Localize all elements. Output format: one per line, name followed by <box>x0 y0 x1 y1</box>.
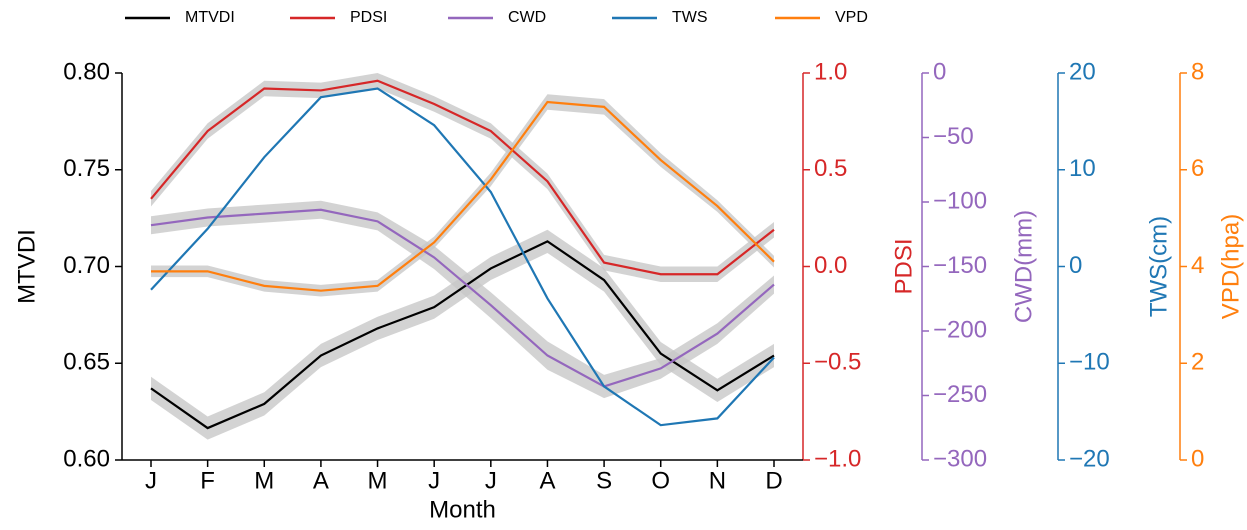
series-line <box>151 100 775 292</box>
x-tick-label: M <box>254 467 274 494</box>
x-tick-label: J <box>485 467 497 494</box>
y-tick-label: 0 <box>1069 252 1082 279</box>
y-tick-label: 4 <box>1191 252 1204 279</box>
x-tick-label: A <box>539 467 555 494</box>
y-axis-title: VPD(hpa) <box>1217 214 1244 319</box>
y-tick-label: −150 <box>933 252 987 279</box>
y-axis-title: TWS(cm) <box>1145 216 1172 317</box>
y-tick-label: 6 <box>1191 155 1204 182</box>
series-line <box>150 208 775 388</box>
x-tick-label: J <box>145 467 157 494</box>
legend-label: VPD <box>835 9 868 26</box>
legend-label: TWS <box>672 9 708 26</box>
x-tick-label: D <box>765 467 782 494</box>
error-band <box>151 73 774 282</box>
y-tick-label: 2 <box>1191 349 1204 376</box>
y-tick-label: −20 <box>1069 445 1110 472</box>
y-tick-label: 0.75 <box>63 155 110 182</box>
legend-label: PDSI <box>350 9 387 26</box>
x-tick-label: A <box>313 467 329 494</box>
y-tick-label: −100 <box>933 187 987 214</box>
y-tick-label: 10 <box>1069 155 1096 182</box>
x-tick-label: N <box>709 467 726 494</box>
y-axis-title: PDSI <box>890 238 917 294</box>
x-tick-label: S <box>596 467 612 494</box>
y-tick-label: 20 <box>1069 58 1096 85</box>
y-tick-label: 0.60 <box>63 445 110 472</box>
y-tick-label: 0 <box>933 58 946 85</box>
x-tick-label: M <box>368 467 388 494</box>
error-band <box>151 94 774 297</box>
y-axis-title: CWD(mm) <box>1010 210 1037 323</box>
legend-label: MTVDI <box>185 9 235 26</box>
legend-label: CWD <box>508 9 546 26</box>
y-tick-label: 0.0 <box>814 252 847 279</box>
y-tick-label: 1.0 <box>814 58 847 85</box>
y-tick-label: −250 <box>933 381 987 408</box>
y-tick-label: −300 <box>933 445 987 472</box>
y-tick-label: 0.70 <box>63 252 110 279</box>
y-axis-title: MTVDI <box>13 229 40 304</box>
series-line <box>150 240 775 430</box>
y-tick-label: 0.5 <box>814 155 847 182</box>
x-axis-title: Month <box>429 496 496 523</box>
x-tick-label: J <box>428 467 440 494</box>
series-line <box>150 79 775 276</box>
y-tick-label: 0 <box>1191 445 1204 472</box>
y-tick-label: 0.80 <box>63 58 110 85</box>
y-tick-label: 8 <box>1191 58 1204 85</box>
x-tick-label: F <box>200 467 215 494</box>
error-band <box>151 229 774 440</box>
y-tick-label: −10 <box>1069 349 1110 376</box>
y-tick-label: −50 <box>933 123 974 150</box>
y-tick-label: −0.5 <box>814 349 861 376</box>
series-line <box>150 87 775 427</box>
y-tick-label: 0.65 <box>63 349 110 376</box>
y-tick-label: −200 <box>933 316 987 343</box>
x-tick-label: O <box>651 467 670 494</box>
y-tick-label: −1.0 <box>814 445 861 472</box>
